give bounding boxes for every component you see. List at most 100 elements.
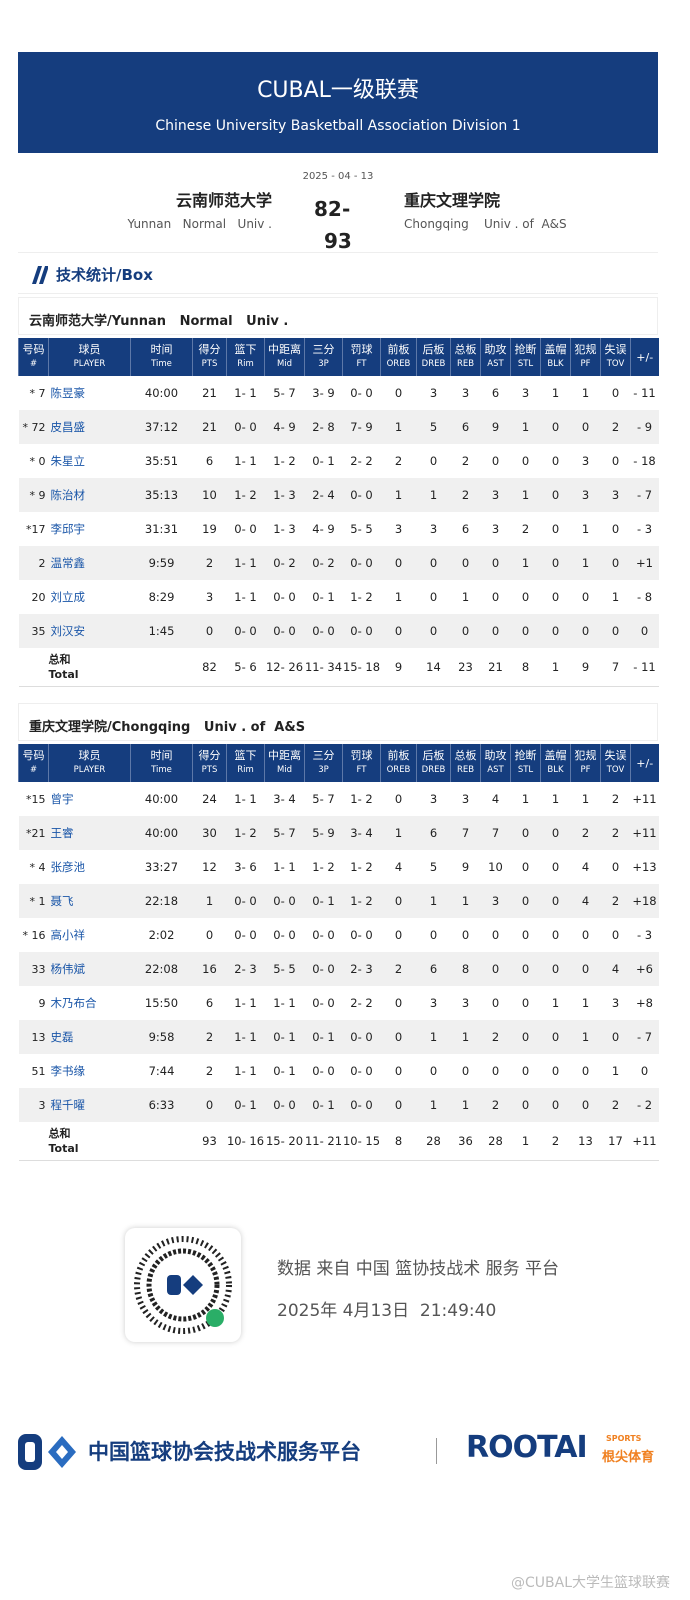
stat-cell: 2: [380, 952, 417, 986]
stat-cell: 1: [461, 590, 470, 604]
column-cn: +/-: [636, 756, 654, 770]
score-separator: -: [342, 197, 351, 221]
column-header: 失误 TOV: [600, 744, 631, 782]
stat-cell: 0: [521, 860, 530, 874]
column-cn: 球员: [78, 343, 101, 356]
stat-cell: 0- 0: [312, 1064, 335, 1078]
watermark: @CUBAL大学生篮球联赛: [510, 1575, 670, 1591]
stat-cell: 6:33: [130, 1088, 193, 1122]
stat-cell: 0- 0: [226, 614, 265, 648]
stat-cell: - 7: [630, 1020, 659, 1054]
stat-cell: +18: [630, 884, 659, 918]
player-name: 木乃布合: [50, 996, 97, 1010]
column-header: 助攻 AST: [480, 744, 511, 782]
total-cn: 总和: [48, 652, 71, 666]
column-header: 球员 PLAYER: [48, 338, 131, 376]
player-name: 陈治材: [48, 478, 131, 512]
stat-cell: 5- 5: [350, 522, 373, 536]
stat-cell: 2: [192, 546, 227, 580]
stat-cell: 3: [461, 792, 470, 806]
stat-cell: 0- 0: [342, 546, 381, 580]
stat-cell: 1: [611, 1064, 620, 1078]
column-en: AST: [487, 765, 504, 775]
stat-cell: 0: [380, 1020, 417, 1054]
column-header: 号码 #: [18, 744, 49, 782]
box-score-table: 号码 # 球员 PLAYER 时间 Time 得分 PTS 篮下 Rim 中距离 Mid 三分 3P 罚球 F…: [18, 744, 659, 1161]
stat-cell: 0- 1: [273, 1064, 296, 1078]
total-cell: 15- 18: [342, 648, 381, 687]
header-row: 号码 # 球员 PLAYER 时间 Time 得分 PTS 篮下 Rim 中距离 Mid 三分 3P 罚球 F…: [18, 744, 659, 782]
total-cell: 82: [192, 648, 227, 687]
stat-cell: 0: [416, 546, 451, 580]
section-title: 技术统计/Box: [18, 256, 658, 294]
stat-cell: 0: [450, 546, 481, 580]
stat-cell: 1- 1: [273, 860, 296, 874]
stat-cell: 0: [510, 1020, 541, 1054]
stat-cell: 0- 1: [304, 1088, 343, 1122]
total-cell: 10- 16: [226, 1122, 265, 1161]
stat-cell: 1: [581, 996, 590, 1010]
stat-cell: 0- 0: [342, 614, 381, 648]
total-label: 总和 Total: [18, 648, 193, 687]
column-header: 犯规 PF: [570, 338, 601, 376]
subtitle: Chinese University Basketball Associatio…: [155, 118, 521, 134]
stat-cell: 6: [416, 952, 451, 986]
stat-cell: 1- 2: [350, 860, 373, 874]
stat-cell: 2: [205, 1064, 214, 1078]
stat-cell: 7: [480, 816, 511, 850]
column-cn: 后板: [422, 749, 445, 762]
stat-cell: - 7: [630, 478, 659, 512]
column-en: PLAYER: [73, 765, 106, 775]
column-cn: 前板: [387, 749, 410, 762]
total-cell: 10- 15: [342, 1122, 381, 1161]
stat-cell: 0- 0: [350, 1064, 373, 1078]
column-cn: 失误: [604, 343, 627, 356]
column-en: TOV: [606, 765, 625, 775]
stat-cell: 0- 2: [304, 546, 343, 580]
stat-cell: 0- 0: [273, 928, 296, 942]
column-en: OREB: [386, 359, 411, 369]
column-header: 得分 PTS: [192, 744, 227, 782]
column-cn: 得分: [198, 749, 221, 762]
stat-cell: 1: [510, 546, 541, 580]
stat-cell: 5: [416, 410, 451, 444]
brand-tag: SPORTS: [606, 1434, 642, 1443]
column-en: OREB: [386, 765, 411, 775]
player-name: 史磊: [48, 1020, 131, 1054]
stat-cell: 1: [380, 410, 417, 444]
stat-cell: 1- 2: [350, 590, 373, 604]
column-cn: 中距离: [268, 749, 301, 762]
column-header: 罚球 FT: [342, 338, 381, 376]
stat-cell: 0: [491, 1064, 500, 1078]
player-name: 李书缘: [50, 1064, 86, 1078]
stat-cell: 2: [461, 454, 470, 468]
stat-cell: 40:00: [144, 386, 179, 400]
platform-name: 中国篮球协会技战术服务平台: [88, 1440, 361, 1464]
stat-cell: 21: [192, 410, 227, 444]
stat-cell: 1: [510, 478, 541, 512]
column-cn: 犯规: [574, 343, 597, 356]
player-name: 朱星立: [50, 454, 86, 468]
stat-cell: 10: [192, 478, 227, 512]
total-en: Total: [48, 667, 79, 681]
stat-cell: 0: [394, 996, 403, 1010]
section-title-text: 技术统计/Box: [56, 266, 153, 284]
column-en: DREB: [421, 359, 446, 369]
stat-cell: 0: [570, 614, 601, 648]
stat-cell: 0- 1: [226, 1088, 265, 1122]
column-header: 盖帽 BLK: [540, 744, 571, 782]
home-score: 82: [314, 197, 342, 221]
stat-cell: 10: [488, 860, 503, 874]
stat-cell: 0: [394, 386, 403, 400]
stat-cell: 1: [551, 792, 560, 806]
stat-cell: 1: [551, 996, 560, 1010]
stat-cell: 7- 9: [342, 410, 381, 444]
stat-cell: 24: [202, 792, 217, 806]
total-cell: 8: [380, 1122, 417, 1161]
stat-cell: 9: [38, 996, 46, 1010]
column-en: FT: [356, 765, 367, 775]
section-icon: [32, 266, 48, 284]
stat-cell: 0- 1: [312, 454, 335, 468]
stat-cell: 1: [450, 1088, 481, 1122]
